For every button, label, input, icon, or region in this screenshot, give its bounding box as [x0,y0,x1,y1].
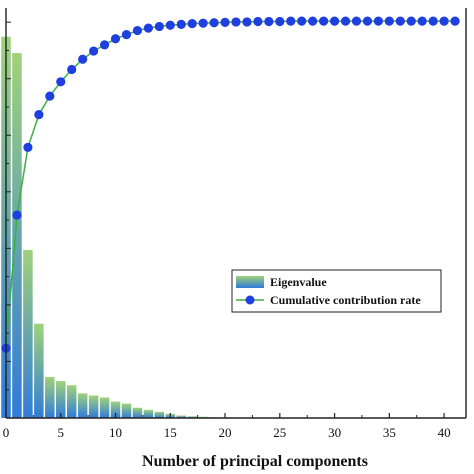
cumulative-point [439,17,448,26]
cumulative-point [450,17,459,26]
eigenvalue-bar [23,250,33,418]
eigenvalue-bar [122,404,132,418]
eigenvalue-bar [100,398,110,419]
cumulative-point [188,19,197,28]
eigenvalue-bar [155,412,165,418]
cumulative-point [144,23,153,32]
cumulative-point [429,17,438,26]
cumulative-point [122,30,131,39]
cumulative-point [23,143,32,152]
x-tick-label: 0 [3,425,10,440]
x-tick-label: 15 [164,425,177,440]
eigenvalue-bars [1,37,449,419]
cumulative-point [319,17,328,26]
cumulative-point [89,46,98,55]
cumulative-point [286,17,295,26]
x-tick-label: 10 [109,425,122,440]
eigenvalue-bar [133,408,143,418]
cumulative-point [209,18,218,27]
cumulative-point [220,18,229,27]
cumulative-point [45,92,54,101]
eigenvalue-bar [144,410,154,418]
cumulative-point [385,17,394,26]
cumulative-point [100,40,109,49]
cumulative-point [418,17,427,26]
cumulative-point [330,17,339,26]
cumulative-point [133,26,142,35]
x-axis-title: Number of principal components [142,453,368,470]
cumulative-point [111,34,120,43]
cumulative-point [67,65,76,74]
cumulative-point [341,17,350,26]
cumulative-point [308,17,317,26]
eigenvalue-bar [56,381,65,418]
legend-cumulative-label: Cumulative contribution rate [270,293,421,307]
eigenvalue-bar [34,324,44,418]
cumulative-point [374,17,383,26]
legend-eigenvalue-swatch [236,276,264,288]
x-tick-label: 35 [383,425,396,440]
eigenvalue-bar [12,53,22,418]
cumulative-point [253,17,262,26]
cumulative-point [297,17,306,26]
cumulative-point [231,17,240,26]
cumulative-point [275,17,284,26]
cumulative-point [177,20,186,29]
cumulative-point [155,22,164,31]
cumulative-point [352,17,361,26]
eigenvalue-bar [89,395,99,418]
eigenvalue-bar [67,385,77,418]
x-tick-label: 5 [58,425,65,440]
cumulative-point [242,17,251,26]
x-tick-label: 30 [328,425,341,440]
legend: Eigenvalue Cumulative contribution rate [232,270,441,312]
x-tick-label: 20 [219,425,232,440]
cumulative-point [78,55,87,64]
legend-cumulative-marker [246,296,255,305]
cumulative-point [56,77,65,86]
x-tick-label: 40 [438,425,451,440]
cumulative-point [199,19,208,28]
cumulative-point [166,21,175,30]
cumulative-point [407,17,416,26]
eigenvalue-bar [45,377,55,418]
cumulative-point [264,17,273,26]
cumulative-point [12,210,21,219]
cumulative-point [396,17,405,26]
legend-eigenvalue-label: Eigenvalue [270,275,327,289]
x-tick-label: 25 [273,425,286,440]
cumulative-point [363,17,372,26]
eigenvalue-bar [78,393,88,418]
cumulative-point [34,110,43,119]
